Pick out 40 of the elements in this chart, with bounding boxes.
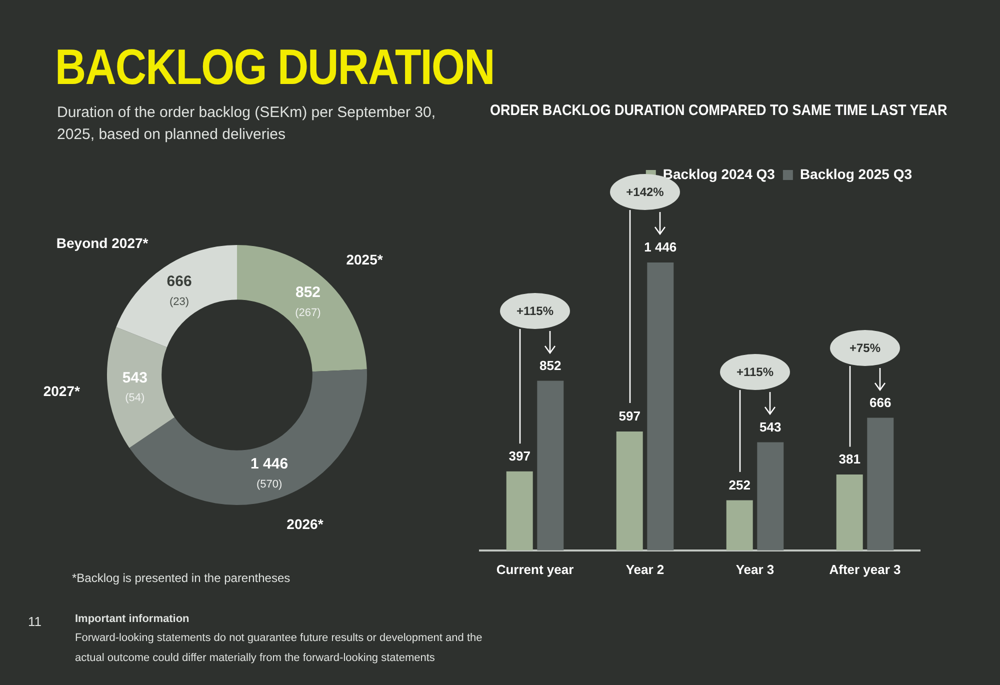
slice-label: 2026* — [286, 516, 324, 532]
x-tick-label: Current year — [496, 562, 574, 577]
text: Important information — [75, 612, 190, 627]
data-label: 1 446 — [644, 240, 677, 255]
bar — [647, 262, 674, 550]
callout-bubble: +115% — [500, 292, 570, 329]
text: 11 — [28, 613, 42, 631]
bar — [537, 380, 564, 550]
chart-title: BACKLOG DURATION — [55, 38, 494, 96]
callout-bubble: +115% — [720, 354, 790, 390]
data-label: 666 — [870, 394, 892, 410]
data-label: 381 — [838, 452, 860, 467]
chart-subtitle: Duration of the order backlog (SEKm) per September 30, 2025, based on planned deliveries — [57, 103, 437, 145]
legend-label: Backlog 2025 Q3 — [800, 166, 912, 182]
chart-title: ORDER BACKLOG DURATION COMPARED TO SAME TIME LAST YEAR — [490, 102, 948, 119]
x-tick-label: Year 2 — [626, 562, 664, 577]
data-label: 597 — [618, 408, 640, 424]
data-label: 852 (267) — [295, 284, 321, 319]
bar — [506, 471, 533, 550]
slice-label: Beyond 2027* — [56, 235, 149, 252]
data-label: 397 — [508, 448, 530, 464]
x-tick-label: After year 3 — [829, 562, 901, 577]
data-label: 852 — [540, 358, 562, 373]
bar — [867, 418, 894, 550]
data-label: 252 — [728, 477, 750, 492]
slice-label: 2025* — [346, 252, 384, 268]
bar — [757, 442, 784, 550]
text: Forward-looking statements do not guarantee future results or development and the actual outcome could differ materially from the forward-looking statements — [75, 631, 484, 666]
x-tick-label: Year 3 — [736, 562, 774, 577]
bar — [726, 500, 753, 550]
data-label: 543 — [760, 419, 782, 434]
slice-label: 2027* — [43, 383, 80, 400]
data-label: 1 446 (570) — [250, 456, 288, 491]
callout-bubble: +75% — [830, 330, 900, 366]
bar — [616, 432, 643, 550]
text: *Backlog is presented in the parentheses — [72, 570, 292, 587]
data-label: 543 (54) — [122, 369, 148, 404]
legend-label: Backlog 2024 Q3 — [662, 166, 776, 182]
data-label: 666 (23) — [166, 273, 192, 308]
bar — [836, 474, 863, 550]
